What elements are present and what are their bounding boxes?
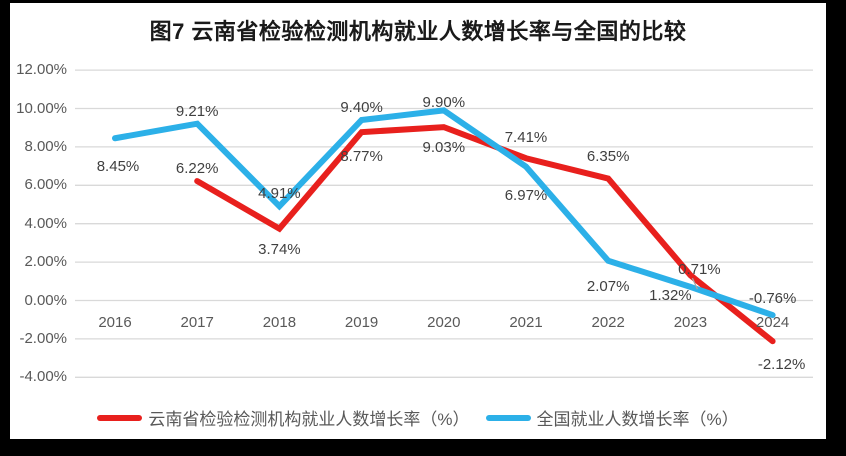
y-axis-tick-label: 10.00%: [16, 99, 67, 117]
data-label: 3.74%: [258, 240, 301, 258]
x-axis-tick-label: 2020: [427, 314, 461, 331]
x-axis-tick-label: 2018: [262, 314, 297, 331]
legend-swatch-blue-line-icon: [485, 414, 531, 421]
y-axis-tick-label: 6.00%: [24, 176, 67, 194]
data-label: 4.91%: [258, 185, 301, 203]
y-axis-tick-label: 4.00%: [24, 214, 67, 232]
data-label: 9.40%: [340, 99, 383, 117]
y-axis-tick-label: 12.00%: [16, 61, 67, 79]
y-axis-tick-label: 8.00%: [24, 137, 67, 155]
legend-label: 全国就业人数增长率（%）: [536, 410, 739, 429]
data-label: 6.22%: [175, 160, 219, 178]
y-axis-tick-label: -4.00%: [19, 368, 67, 386]
data-label: 0.71%: [678, 260, 721, 278]
chart-canvas: 图7 云南省检验检测机构就业人数增长率与全国的比较 12.00% 10.00% 8.…: [10, 3, 826, 439]
plot-area: [75, 69, 813, 378]
legend-item-national: 全国就业人数增长率（%）: [485, 405, 739, 430]
data-label: 1.32%: [649, 287, 692, 305]
yunnan-series-line: [194, 124, 776, 345]
data-label: 6.97%: [504, 186, 548, 204]
x-axis-tick-label: 2024: [755, 314, 790, 331]
data-label: 7.41%: [504, 129, 548, 147]
national-series-line: [112, 107, 776, 319]
data-label: 6.35%: [586, 147, 630, 165]
legend: 云南省检验检测机构就业人数增长率（%） 全国就业人数增长率（%）: [10, 405, 826, 430]
data-label: -2.12%: [757, 356, 806, 374]
data-label: 8.77%: [340, 148, 383, 166]
legend-label: 云南省检验检测机构就业人数增长率（%）: [148, 410, 470, 429]
data-label: 9.90%: [422, 94, 466, 112]
y-axis-tick-label: -2.00%: [19, 329, 67, 347]
y-axis-tick-label: 0.00%: [24, 291, 67, 309]
x-axis-tick-label: 2023: [673, 314, 708, 331]
data-label: 8.45%: [96, 158, 140, 176]
x-axis-tick-label: 2016: [98, 314, 132, 331]
x-axis-tick-label: 2021: [509, 314, 543, 331]
x-axis-tick-label: 2019: [344, 314, 379, 331]
data-label: 9.03%: [422, 139, 466, 157]
legend-swatch-red-line-icon: [97, 414, 143, 421]
x-axis-tick-label: 2017: [180, 314, 214, 331]
data-label: -0.76%: [748, 290, 797, 308]
chart-title: 图7 云南省检验检测机构就业人数增长率与全国的比较: [149, 19, 687, 44]
data-label: 9.21%: [175, 102, 219, 120]
y-axis-tick-label: 2.00%: [24, 253, 67, 271]
data-label-leader-line: [691, 277, 698, 290]
legend-item-yunnan: 云南省检验检测机构就业人数增长率（%）: [97, 405, 470, 430]
x-axis-tick-label: 2022: [591, 314, 625, 331]
data-label: 2.07%: [586, 277, 630, 295]
